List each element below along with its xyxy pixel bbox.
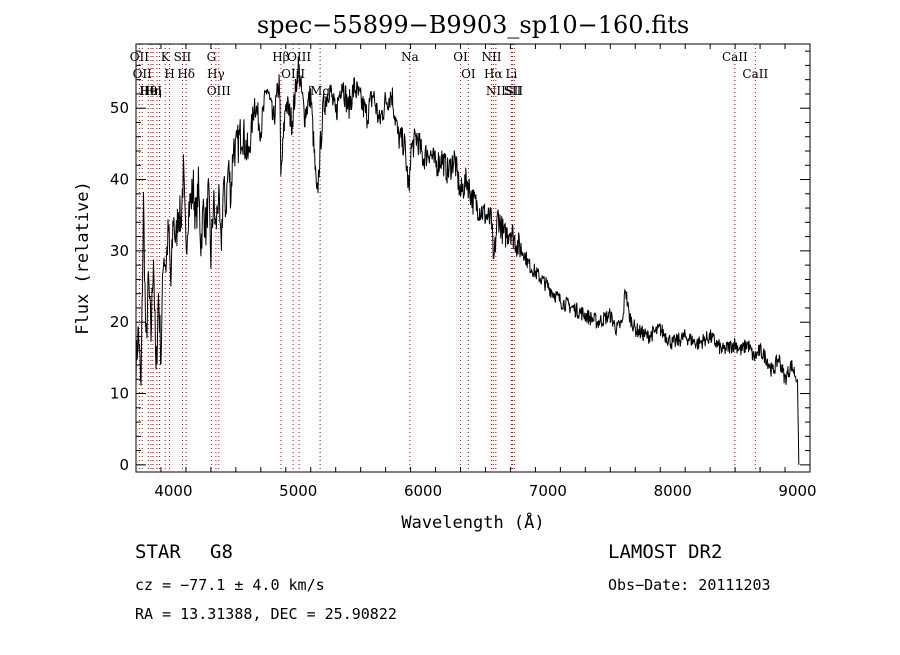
y-tick-label: 40 bbox=[110, 171, 129, 189]
spectral-line-label: Hδ bbox=[177, 67, 195, 81]
spectral-line-label: Hη bbox=[144, 84, 162, 98]
spectral-line-label: OII bbox=[133, 67, 153, 81]
axis-ticks bbox=[135, 44, 811, 472]
x-tick-label: 9000 bbox=[778, 482, 816, 500]
y-tick-label: 10 bbox=[110, 385, 129, 403]
x-axis-label: Wavelength (Å) bbox=[401, 511, 544, 533]
survey-name: LAMOST DR2 bbox=[608, 541, 722, 563]
x-tick-labels: 4000 5000 6000 7000 8000 9000 bbox=[154, 482, 816, 500]
y-tick-labels: 0 10 20 30 40 50 bbox=[110, 99, 129, 474]
spectral-line-label: CaII bbox=[742, 67, 768, 81]
ra-dec-coordinates: RA = 13.31388, DEC = 25.90822 bbox=[135, 605, 397, 623]
y-tick-label: 30 bbox=[110, 242, 129, 260]
spectral-line-markers bbox=[138, 44, 756, 472]
spectral-line-label: Li bbox=[506, 67, 518, 81]
spectral-line-label: Hα bbox=[484, 67, 503, 81]
spectral-line-label: OIII bbox=[281, 67, 305, 81]
spectral-line-label: SII bbox=[504, 84, 522, 98]
spectral-line-labels: OIIOIIHθHeIHηKHSIIHδGHγOIIIHβOIIIOIIIMgN… bbox=[130, 50, 769, 98]
x-tick-label: 5000 bbox=[279, 482, 317, 500]
object-subclass: G8 bbox=[210, 541, 233, 563]
spectral-line-label: NII bbox=[486, 84, 506, 98]
spectral-line-label: K bbox=[161, 50, 171, 64]
y-tick-label: 0 bbox=[119, 456, 129, 474]
spectral-line-label: SII bbox=[174, 50, 192, 64]
y-tick-label: 20 bbox=[110, 313, 129, 331]
y-axis-label: Flux (relative) bbox=[73, 181, 93, 335]
x-tick-label: 8000 bbox=[654, 482, 692, 500]
redshift-velocity: cz = −77.1 ± 4.0 km/s bbox=[135, 576, 325, 594]
spectral-line-label: OI bbox=[453, 50, 468, 64]
chart-title: spec−55899−B9903_sp10−160.fits bbox=[257, 11, 689, 39]
spectral-line-label: G bbox=[207, 50, 217, 64]
spectrum-series bbox=[135, 56, 800, 465]
observation-date: Obs−Date: 20111203 bbox=[608, 576, 771, 594]
y-tick-label: 50 bbox=[110, 99, 129, 117]
spectral-line-label: Mg bbox=[310, 84, 330, 98]
x-tick-label: 7000 bbox=[529, 482, 567, 500]
spectral-line-label: Hβ bbox=[272, 50, 289, 64]
spectral-line-label: Na bbox=[401, 50, 419, 64]
spectrum-line bbox=[135, 56, 800, 465]
plot-frame bbox=[135, 43, 811, 473]
spectral-line-label: OIII bbox=[207, 84, 231, 98]
spectral-line-label: SII bbox=[505, 84, 523, 98]
spectral-line-label: CaII bbox=[722, 50, 748, 64]
spectral-line-label: OIII bbox=[287, 50, 311, 64]
object-class: STAR bbox=[135, 541, 181, 563]
x-tick-label: 4000 bbox=[154, 482, 192, 500]
spectral-line-label: OII bbox=[130, 50, 150, 64]
spectral-line-label: H bbox=[164, 67, 174, 81]
spectral-line-label: Hθ bbox=[139, 84, 157, 98]
spectral-line-label: HeI bbox=[140, 84, 163, 98]
spectral-line-label: NII bbox=[481, 50, 501, 64]
spectral-line-label: Hγ bbox=[207, 67, 225, 81]
x-tick-label: 6000 bbox=[404, 482, 442, 500]
spectral-line-label: OI bbox=[461, 67, 476, 81]
